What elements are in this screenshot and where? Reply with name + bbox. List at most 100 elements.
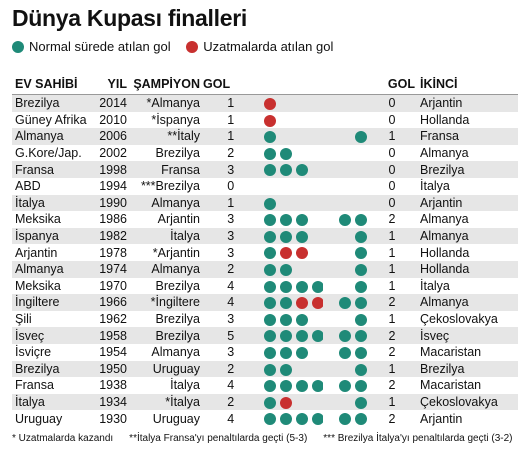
champion-normal-goal-dot <box>311 280 323 293</box>
runner-up-cell: Fransa <box>420 129 459 144</box>
champion-cell: Arjantin <box>157 212 200 227</box>
champion-goals-cell: 3 <box>227 162 235 177</box>
runner-up-normal-goal-dot <box>355 380 367 393</box>
runner-up-normal-goal-dot <box>355 346 367 359</box>
table-row: Arjantin 1978 *Arjantin 3 1 Hollanda <box>12 244 518 261</box>
runner-up-goals-cell: 2 <box>388 378 396 393</box>
champion-goals-cell: 3 <box>227 312 235 327</box>
champion-normal-goal-dot <box>263 230 276 243</box>
year-cell: 1982 <box>99 229 127 244</box>
table-row: İsviçre 1954 Almanya 3 2 Macaristan <box>12 344 518 361</box>
legend-normal-dot <box>12 40 24 53</box>
host-cell: Meksika <box>15 212 61 227</box>
year-cell: 1938 <box>99 378 127 393</box>
runner-up-cell: İsveç <box>420 328 450 343</box>
champion-goals-cell: 2 <box>227 394 235 409</box>
runner-up-cell: Almanya <box>420 229 469 244</box>
runner-up-cell: Çekoslovakya <box>420 394 498 409</box>
champion-normal-goal-dot <box>279 330 292 343</box>
champion-goals-cell: 5 <box>227 328 235 343</box>
runner-up-goal-dots <box>323 211 369 228</box>
champion-cell: *Almanya <box>146 96 201 111</box>
runner-up-normal-goal-dot <box>355 247 367 260</box>
champion-normal-goal-dot <box>279 346 292 359</box>
champion-goal-dots <box>262 311 324 328</box>
champion-goals-cell: 2 <box>227 262 235 277</box>
table-row: Brezilya 1950 Uruguay 2 1 Brezilya <box>12 360 518 378</box>
host-cell: İspanya <box>15 229 59 244</box>
champion-normal-goal-dot <box>279 297 292 310</box>
champion-cell: Almanya <box>151 195 200 210</box>
champion-goals-cell: 1 <box>227 112 235 127</box>
runner-up-cell: Arjantin <box>420 195 463 210</box>
legend-extra-dot <box>186 40 199 53</box>
champion-goals-cell: 2 <box>227 146 235 161</box>
runner-up-goal-dots <box>323 128 369 145</box>
champion-normal-goal-dot <box>295 346 308 359</box>
champion-goals-cell: 4 <box>227 278 235 293</box>
year-cell: 2006 <box>99 129 127 144</box>
runner-up-cell: Çekoslovakya <box>420 312 498 327</box>
year-cell: 1970 <box>99 278 127 293</box>
table-row: Meksika 1970 Brezilya 4 1 İtalya <box>12 278 518 295</box>
champion-goal-dots <box>262 244 324 261</box>
champion-normal-goal-dot <box>279 214 292 227</box>
year-cell: 2010 <box>99 112 127 127</box>
runner-up-goal-dots <box>323 228 369 245</box>
champion-cell: Brezilya <box>155 312 200 327</box>
runner-up-normal-goal-dot <box>355 396 367 409</box>
runner-up-goal-dots <box>323 161 369 178</box>
runner-up-goals-cell: 1 <box>388 229 396 244</box>
champion-goal-dots <box>262 261 324 278</box>
legend-extra-label: Uzatmalarda atılan gol <box>203 39 334 54</box>
table-row: Fransa 1998 Fransa 3 0 Brezilya <box>12 161 518 178</box>
runner-up-normal-goal-dot <box>339 380 351 393</box>
champion-normal-goal-dot <box>279 164 292 177</box>
header-away-goals: GOL <box>323 74 415 95</box>
runner-up-goal-dots <box>323 377 369 394</box>
champion-cell: Uruguay <box>152 411 200 426</box>
runner-up-goals-cell: 1 <box>388 245 396 260</box>
champion-goal-dots <box>262 410 323 427</box>
champion-goals-cell: 1 <box>227 195 235 210</box>
champion-normal-goal-dot <box>295 214 308 227</box>
champion-normal-goal-dot <box>279 230 292 243</box>
champion-normal-goal-dot <box>263 346 276 359</box>
champion-cell: ***Brezilya <box>140 179 200 194</box>
runner-up-cell: Hollanda <box>420 112 470 127</box>
champion-goals-cell: 4 <box>227 295 235 310</box>
champion-normal-goal-dot <box>263 263 276 276</box>
runner-up-cell: Arjantin <box>420 411 463 426</box>
year-cell: 1966 <box>99 295 127 310</box>
header-runner-up: İKİNCİ <box>415 74 518 95</box>
runner-up-goal-dots <box>323 261 369 278</box>
champion-goal-dots <box>262 95 324 112</box>
champion-normal-goal-dot <box>263 313 276 326</box>
runner-up-goal-dots <box>323 95 369 112</box>
champion-normal-goal-dot <box>279 280 292 293</box>
champion-goal-dots <box>262 228 324 245</box>
champion-normal-goal-dot <box>263 297 276 310</box>
champion-cell: Brezilya <box>155 328 200 343</box>
champion-goal-dots <box>262 128 324 145</box>
year-cell: 1930 <box>99 411 127 426</box>
champion-normal-goal-dot <box>295 164 308 177</box>
table-row: G.Kore/Jap. 2002 Brezilya 2 0 Almanya <box>12 145 518 162</box>
runner-up-cell: İtalya <box>420 278 450 293</box>
champion-cell: İtalya <box>170 229 200 244</box>
runner-up-goal-dots <box>323 361 369 378</box>
champion-cell: Almanya <box>151 345 200 360</box>
runner-up-normal-goal-dot <box>339 297 351 310</box>
runner-up-goals-cell: 2 <box>388 411 396 426</box>
runner-up-goals-cell: 0 <box>388 179 396 194</box>
runner-up-cell: Almanya <box>420 212 469 227</box>
champion-normal-goal-dot <box>263 280 276 293</box>
champion-normal-goal-dot <box>263 330 276 343</box>
runner-up-normal-goal-dot <box>355 214 367 227</box>
runner-up-goals-cell: 0 <box>388 195 396 210</box>
runner-up-goals-cell: 0 <box>388 112 396 127</box>
champion-normal-goal-dot <box>311 380 323 393</box>
champion-goal-dots <box>262 195 324 212</box>
champion-goals-cell: 3 <box>227 229 235 244</box>
champion-goal-dots <box>262 211 324 228</box>
